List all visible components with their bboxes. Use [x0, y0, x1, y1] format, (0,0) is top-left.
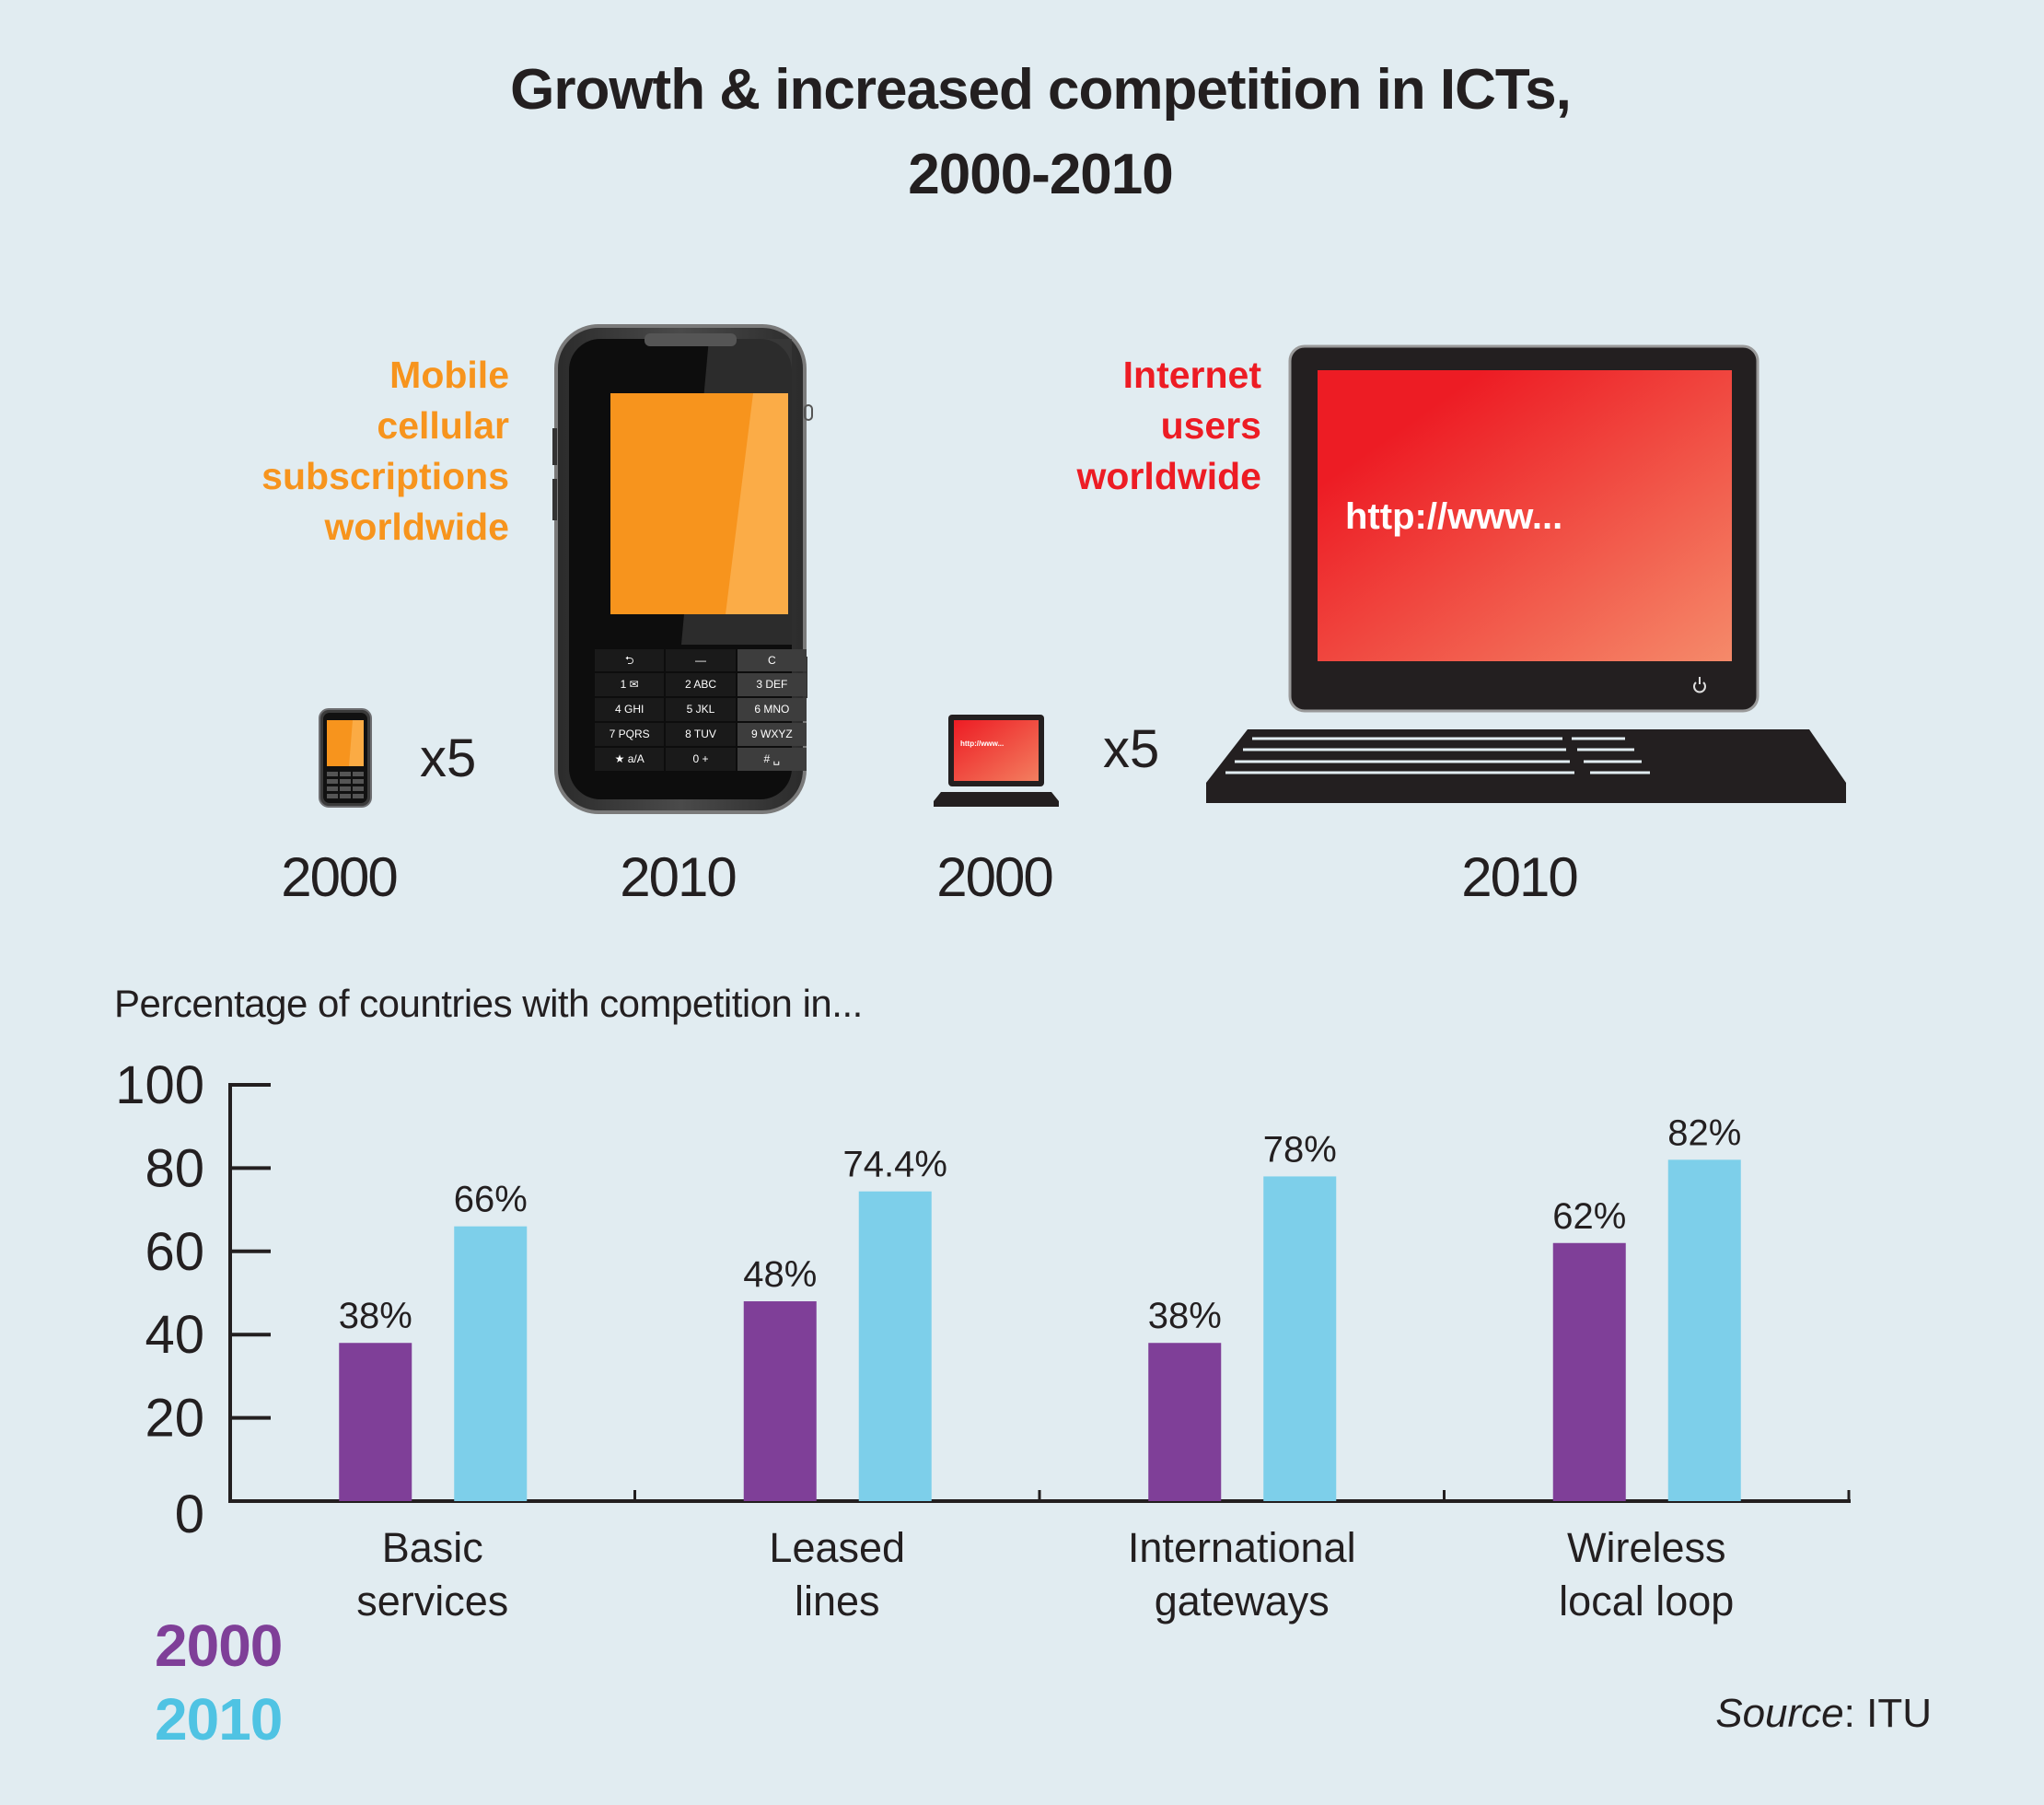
- laptop-screen-text: http://www...: [1345, 496, 1562, 537]
- x-category-label: gateways: [1155, 1578, 1330, 1624]
- x-category-label: Leased: [769, 1524, 905, 1571]
- mobile-label-line: Mobile: [389, 354, 509, 396]
- bar-2010: [858, 1191, 932, 1501]
- phone-key: ⮌: [595, 649, 665, 671]
- phone-key: 4 GHI: [595, 698, 665, 721]
- year-label-internet-2010: 2010: [1461, 846, 1578, 908]
- internet-label-line: Internet: [1122, 354, 1261, 396]
- y-tick-label: 80: [145, 1138, 204, 1198]
- mobile-phone-small-icon: [319, 708, 372, 808]
- bar-2010: [1667, 1159, 1741, 1501]
- phone-key: 2 ABC: [666, 673, 736, 696]
- phone-key: 8 TUV: [666, 723, 736, 746]
- bar-value-label: 82%: [1667, 1112, 1741, 1153]
- phone-keypad: ⮌ — C 1 ✉ 2 ABC 3 DEF 4 GHI 5 JKL 6 MNO …: [595, 649, 807, 771]
- y-tick-label: 40: [145, 1305, 204, 1365]
- phone-key: 6 MNO: [737, 698, 807, 721]
- source-prefix: Source: [1715, 1691, 1844, 1736]
- source-sep: :: [1843, 1691, 1855, 1736]
- page-title: Growth & increased competition in ICTs, …: [0, 48, 2044, 217]
- title-line-2: 2000-2010: [908, 143, 1174, 206]
- laptop-screen: [1318, 370, 1732, 661]
- phone-key: 5 JKL: [666, 698, 736, 721]
- y-tick-label: 0: [175, 1485, 204, 1544]
- bar-2010: [454, 1226, 528, 1501]
- legend-item-2010: 2010: [155, 1686, 283, 1753]
- laptop-small-screen-text: http://www...: [960, 739, 1004, 748]
- x-category-label: local loop: [1559, 1578, 1734, 1624]
- mobile-label: Mobile cellular subscriptions worldwide: [141, 350, 509, 553]
- phone-key: 9 WXYZ: [737, 723, 807, 746]
- mobile-label-line: subscriptions: [261, 455, 509, 497]
- internet-label: Internet users worldwide: [893, 350, 1261, 502]
- phone-key: 1 ✉: [595, 673, 665, 696]
- bar-value-label: 74.4%: [843, 1145, 947, 1185]
- bar-2000: [1552, 1242, 1626, 1501]
- internet-label-line: users: [1160, 404, 1261, 447]
- mobile-label-line: worldwide: [324, 506, 509, 548]
- bar-2000: [743, 1301, 817, 1501]
- mobile-multiplier: x5: [420, 728, 477, 788]
- x-category-label: Wireless: [1567, 1524, 1726, 1571]
- bar-value-label: 48%: [743, 1254, 817, 1295]
- year-label-internet-2000: 2000: [936, 846, 1053, 908]
- x-category-label: Basic: [382, 1524, 483, 1571]
- bar-value-label: 62%: [1552, 1196, 1626, 1237]
- chart-title: Percentage of countries with competition…: [114, 982, 863, 1025]
- x-category-label: lines: [795, 1578, 880, 1624]
- x-category-label: services: [356, 1578, 508, 1624]
- y-tick-label: 100: [115, 1055, 204, 1115]
- bar-2000: [1148, 1343, 1222, 1501]
- phone-key: —: [666, 649, 736, 671]
- y-tick-label: 60: [145, 1222, 204, 1282]
- x-category-label: International: [1128, 1524, 1356, 1571]
- bar-2000: [339, 1343, 412, 1501]
- keyboard-keys: [1225, 737, 1650, 774]
- laptop-large-icon: http://www...: [1206, 344, 1846, 803]
- phone-key: ★ a/A: [595, 748, 665, 771]
- internet-label-line: worldwide: [1076, 455, 1261, 497]
- bar-2010: [1263, 1176, 1337, 1501]
- year-label-mobile-2000: 2000: [281, 846, 398, 908]
- phone-key: 0 +: [666, 748, 736, 771]
- bar-value-label: 78%: [1263, 1129, 1337, 1170]
- phone-key: 7 PQRS: [595, 723, 665, 746]
- phone-key: C: [737, 649, 807, 671]
- y-tick-label: 20: [145, 1389, 204, 1449]
- bar-value-label: 38%: [1148, 1296, 1222, 1336]
- chart-labels: 38% 66% Basic services 48% 74.4% Leased lines 38…: [339, 1112, 1742, 1624]
- internet-multiplier: x5: [1103, 719, 1160, 779]
- phone-key: 3 DEF: [737, 673, 807, 696]
- title-line-1: Growth & increased competition in ICTs,: [510, 58, 1572, 122]
- bar-value-label: 38%: [339, 1296, 412, 1336]
- source-value: ITU: [1854, 1691, 1932, 1736]
- phone-key: # ␣: [737, 748, 807, 771]
- legend-item-2000: 2000: [155, 1613, 283, 1679]
- bar-value-label: 66%: [454, 1180, 528, 1220]
- mobile-label-line: cellular: [377, 404, 509, 447]
- year-label-mobile-2010: 2010: [620, 846, 737, 908]
- source-note: Source: ITU: [1715, 1691, 1932, 1737]
- laptop-small-icon: http://www...: [934, 715, 1059, 807]
- chart-bars: [339, 1159, 1741, 1501]
- mobile-phone-large-icon: ⮌ — C 1 ✉ 2 ABC 3 DEF 4 GHI 5 JKL 6 MNO …: [552, 322, 829, 820]
- power-icon: [1693, 677, 1706, 693]
